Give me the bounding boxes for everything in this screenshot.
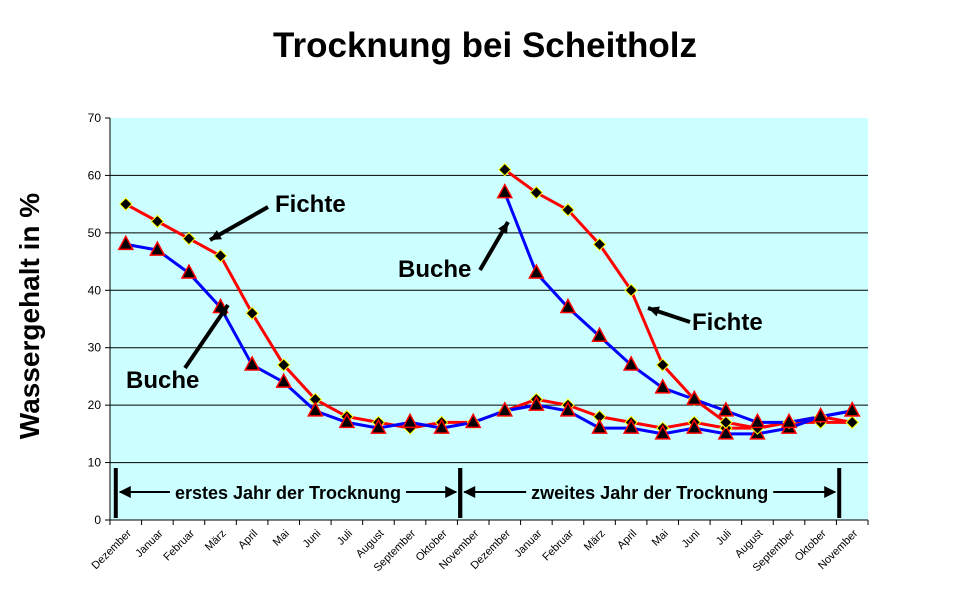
annotation-label: Buche bbox=[126, 367, 199, 394]
triangle-marker-icon bbox=[338, 412, 356, 429]
x-tick-label: Februar bbox=[161, 527, 197, 563]
x-tick-label: Juni bbox=[301, 528, 324, 551]
arrow-right-icon bbox=[824, 486, 837, 498]
diamond-marker-icon bbox=[277, 358, 291, 372]
arrow-head-icon bbox=[210, 230, 222, 240]
x-tick-label: April bbox=[615, 528, 639, 552]
triangle-marker-icon bbox=[117, 234, 135, 251]
triangle-marker-icon bbox=[496, 183, 514, 199]
y-tick-label: 0 bbox=[94, 513, 101, 527]
arrow-head-icon bbox=[648, 306, 660, 317]
arrow-left-icon bbox=[118, 486, 131, 498]
y-tick-label: 10 bbox=[88, 456, 102, 470]
diamond-marker-icon bbox=[213, 249, 228, 263]
diamond-marker-icon bbox=[245, 306, 259, 320]
diamond-marker-icon bbox=[498, 162, 512, 177]
x-tick-label: Dezember bbox=[90, 527, 135, 572]
triangle-marker-icon bbox=[780, 412, 798, 429]
triangle-marker-icon bbox=[749, 412, 766, 429]
arrow-head-icon bbox=[498, 222, 508, 234]
triangle-marker-icon bbox=[275, 372, 292, 388]
triangle-marker-icon bbox=[528, 395, 545, 411]
x-tick-label: Februar bbox=[540, 527, 576, 563]
arrow-left-icon bbox=[463, 486, 476, 498]
diamond-marker-icon bbox=[150, 214, 165, 229]
x-tick-label: März bbox=[203, 528, 229, 554]
triangle-marker-icon bbox=[622, 418, 640, 434]
x-tick-label: Juli bbox=[335, 528, 355, 548]
series-line bbox=[125, 242, 853, 436]
diamond-marker-icon bbox=[561, 203, 575, 217]
annotation-arrow bbox=[183, 303, 230, 370]
x-tick-label: Juni bbox=[680, 528, 703, 551]
arrow-right-icon bbox=[445, 486, 458, 498]
triangle-marker-icon bbox=[433, 418, 450, 434]
diamond-marker-icon bbox=[119, 197, 133, 211]
triangle-marker-icon bbox=[812, 407, 829, 423]
diamond-marker-icon bbox=[624, 283, 638, 297]
y-tick-label: 40 bbox=[88, 283, 102, 297]
period-label: erstes Jahr der Trocknung bbox=[175, 483, 401, 503]
triangle-marker-icon bbox=[717, 424, 735, 440]
triangle-marker-icon bbox=[591, 326, 608, 342]
x-tick-label: Mai bbox=[650, 528, 671, 549]
triangle-marker-icon bbox=[528, 263, 545, 279]
triangle-marker-icon bbox=[180, 263, 198, 279]
plot-area bbox=[110, 118, 868, 520]
diamond-marker-icon bbox=[592, 237, 607, 252]
diamond-marker-icon bbox=[845, 415, 859, 430]
triangle-marker-icon bbox=[654, 378, 671, 394]
annotation-label: Buche bbox=[398, 256, 471, 283]
x-tick-label: März bbox=[582, 528, 608, 554]
annotation-label: Fichte bbox=[692, 309, 763, 336]
triangle-marker-icon bbox=[843, 401, 861, 417]
y-tick-label: 60 bbox=[88, 168, 102, 182]
diamond-marker-icon bbox=[182, 231, 196, 246]
arrow-head-icon bbox=[217, 305, 228, 317]
triangle-marker-icon bbox=[243, 355, 261, 371]
y-tick-label: 50 bbox=[88, 226, 102, 240]
triangle-marker-icon bbox=[654, 424, 671, 440]
triangle-marker-icon bbox=[149, 240, 166, 256]
triangle-marker-icon bbox=[686, 418, 703, 434]
triangle-marker-icon bbox=[717, 401, 735, 417]
triangle-marker-icon bbox=[559, 401, 577, 417]
x-tick-label: April bbox=[236, 528, 260, 552]
diamond-marker-icon bbox=[719, 415, 733, 430]
y-tick-label: 70 bbox=[88, 111, 102, 125]
y-tick-label: 30 bbox=[88, 341, 102, 355]
y-tick-label: 20 bbox=[88, 398, 102, 412]
annotation-label: Fichte bbox=[275, 191, 346, 218]
triangle-marker-icon bbox=[401, 412, 419, 429]
triangle-marker-icon bbox=[559, 297, 577, 314]
chart-title: Trocknung bei Scheitholz bbox=[273, 26, 697, 65]
x-tick-label: Mai bbox=[271, 528, 292, 549]
triangle-marker-icon bbox=[622, 355, 640, 371]
period-label: zweites Jahr der Trocknung bbox=[531, 483, 768, 503]
annotation-arrow bbox=[209, 205, 269, 242]
diamond-marker-icon bbox=[529, 185, 544, 200]
triangle-marker-icon bbox=[307, 401, 324, 417]
triangle-marker-icon bbox=[686, 389, 703, 406]
x-tick-label: Juli bbox=[714, 528, 734, 548]
triangle-marker-icon bbox=[496, 401, 514, 417]
diamond-marker-icon bbox=[656, 358, 670, 372]
triangle-marker-icon bbox=[464, 412, 482, 429]
triangle-marker-icon bbox=[370, 418, 387, 434]
triangle-marker-icon bbox=[591, 418, 608, 434]
